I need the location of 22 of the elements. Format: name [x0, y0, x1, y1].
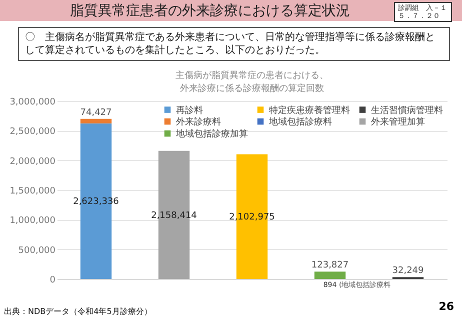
data-label: 32,249	[392, 266, 424, 276]
legend-label: 特定疾患療養管理料	[269, 104, 350, 116]
source-note: 出典：NDBデータ（令和4年5月診療分）	[4, 306, 152, 317]
legend-label: 地域包括診療料	[268, 116, 332, 128]
y-tick-label: 2,500,000	[10, 127, 56, 138]
data-label: 74,427	[80, 108, 112, 118]
legend-label: 外来管理加算	[371, 116, 425, 128]
y-tick-label: 3,000,000	[10, 98, 56, 108]
y-tick-label: 500,000	[18, 246, 56, 256]
legend-label: 地域包括診療加算	[175, 128, 248, 140]
x-axis-title: 主傷病が脂質異常症の患者における、外来診療に係る診療報酬の算定回数	[176, 70, 328, 94]
y-tick-label: 0	[50, 276, 56, 286]
y-tick-label: 2,000,000	[10, 156, 56, 167]
legend-label: 生活習慣病管理料	[371, 104, 443, 116]
chart-title: 脂質異常症患者の外来診療における算定状況	[69, 2, 351, 20]
legend-label: 再診料	[176, 104, 203, 116]
text: 26	[438, 300, 454, 313]
legend-label: 外来診療料	[176, 116, 221, 128]
data-label: 123,827	[311, 260, 349, 271]
y-tick-label: 1,500,000	[10, 186, 56, 196]
chart-subtitle: 〇 主傷病名が脂質異常症である外来患者について、日常的な管理指導等に係る診療報酬として算定されているものを集計したところ、以下のとおりだった。	[18, 27, 450, 61]
y-tick-label: 1,000,000	[10, 216, 56, 226]
